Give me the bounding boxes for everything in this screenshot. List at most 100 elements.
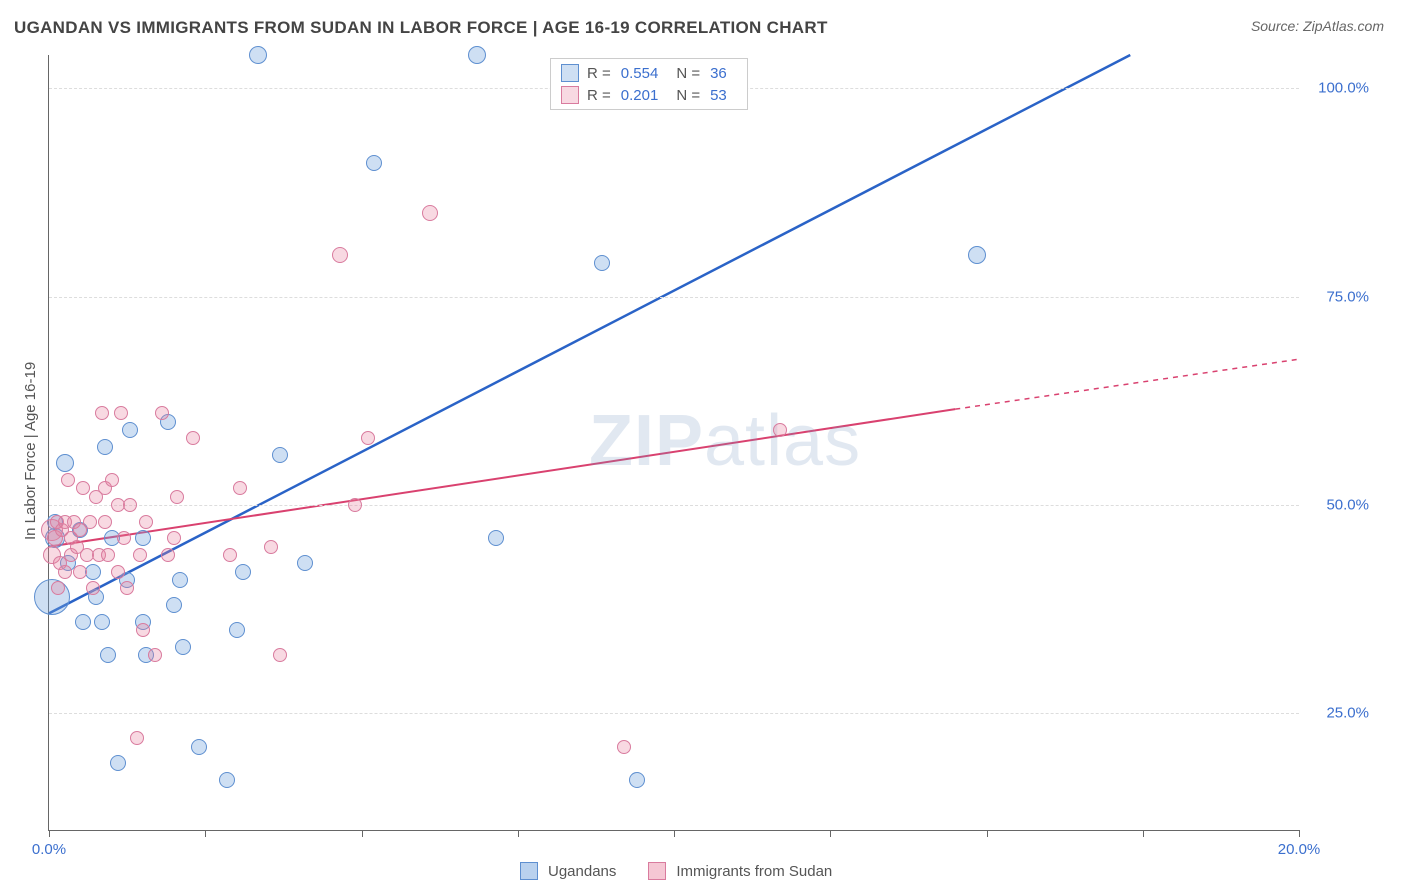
legend-series-label: Immigrants from Sudan xyxy=(676,863,832,880)
legend-swatch xyxy=(561,64,579,82)
gridline xyxy=(49,713,1299,714)
data-point xyxy=(594,255,610,271)
y-tick-label: 50.0% xyxy=(1309,497,1369,514)
x-tick-mark xyxy=(49,830,50,837)
legend-n-value: 36 xyxy=(710,65,727,82)
data-point xyxy=(249,46,267,64)
data-point xyxy=(61,473,75,487)
legend-swatch xyxy=(520,862,538,880)
data-point xyxy=(136,623,150,637)
series-legend: Ugandans Immigrants from Sudan xyxy=(520,862,854,880)
legend-n-label: N = xyxy=(676,87,700,104)
data-point xyxy=(95,406,109,420)
x-tick-mark xyxy=(1143,830,1144,837)
legend-r-value: 0.554 xyxy=(621,65,659,82)
data-point xyxy=(94,614,110,630)
data-point xyxy=(122,422,138,438)
source-attribution: Source: ZipAtlas.com xyxy=(1251,18,1384,34)
data-point xyxy=(422,205,438,221)
gridline xyxy=(49,505,1299,506)
data-point xyxy=(130,731,144,745)
data-point xyxy=(111,565,125,579)
data-point xyxy=(56,454,74,472)
data-point xyxy=(191,739,207,755)
data-point xyxy=(223,548,237,562)
data-point xyxy=(229,622,245,638)
data-point xyxy=(101,548,115,562)
trend-line xyxy=(49,409,955,546)
data-point xyxy=(76,481,90,495)
data-point xyxy=(233,481,247,495)
trend-line xyxy=(955,359,1299,409)
data-point xyxy=(139,515,153,529)
legend-row: R = 0.554 N = 36 xyxy=(561,62,737,84)
x-tick-mark xyxy=(362,830,363,837)
data-point xyxy=(219,772,235,788)
data-point xyxy=(272,447,288,463)
data-point xyxy=(51,581,65,595)
data-point xyxy=(155,406,169,420)
data-point xyxy=(166,597,182,613)
data-point xyxy=(297,555,313,571)
legend-series-label: Ugandans xyxy=(548,863,616,880)
data-point xyxy=(120,581,134,595)
gridline xyxy=(49,297,1299,298)
legend-row: R = 0.201 N = 53 xyxy=(561,84,737,106)
y-tick-label: 25.0% xyxy=(1309,705,1369,722)
legend-r-label: R = xyxy=(587,87,611,104)
data-point xyxy=(161,548,175,562)
data-point xyxy=(97,439,113,455)
x-tick-mark xyxy=(987,830,988,837)
data-point xyxy=(175,639,191,655)
data-point xyxy=(117,531,131,545)
y-tick-label: 100.0% xyxy=(1309,80,1369,97)
data-point xyxy=(73,565,87,579)
data-point xyxy=(773,423,787,437)
x-tick-mark xyxy=(674,830,675,837)
data-point xyxy=(617,740,631,754)
data-point xyxy=(348,498,362,512)
data-point xyxy=(488,530,504,546)
data-point xyxy=(273,648,287,662)
data-point xyxy=(366,155,382,171)
data-point xyxy=(148,648,162,662)
trend-line xyxy=(49,55,1130,613)
x-tick-mark xyxy=(205,830,206,837)
data-point xyxy=(172,572,188,588)
data-point xyxy=(332,247,348,263)
chart-title: UGANDAN VS IMMIGRANTS FROM SUDAN IN LABO… xyxy=(14,18,828,38)
x-tick-label: 20.0% xyxy=(1278,841,1321,858)
legend-swatch xyxy=(561,86,579,104)
x-tick-mark xyxy=(1299,830,1300,837)
x-tick-label: 0.0% xyxy=(32,841,66,858)
data-point xyxy=(86,581,100,595)
legend-swatch xyxy=(648,862,666,880)
data-point xyxy=(110,755,126,771)
data-point xyxy=(629,772,645,788)
data-point xyxy=(235,564,251,580)
plot-area: ZIPatlas 25.0%50.0%75.0%100.0%0.0%20.0% xyxy=(48,55,1299,831)
data-point xyxy=(186,431,200,445)
correlation-legend: R = 0.554 N = 36 R = 0.201 N = 53 xyxy=(550,58,748,110)
data-point xyxy=(135,530,151,546)
x-tick-mark xyxy=(830,830,831,837)
data-point xyxy=(264,540,278,554)
legend-r-label: R = xyxy=(587,65,611,82)
data-point xyxy=(968,246,986,264)
data-point xyxy=(133,548,147,562)
data-point xyxy=(468,46,486,64)
x-tick-mark xyxy=(518,830,519,837)
data-point xyxy=(167,531,181,545)
data-point xyxy=(170,490,184,504)
y-axis-label: In Labor Force | Age 16-19 xyxy=(22,362,39,540)
y-tick-label: 75.0% xyxy=(1309,288,1369,305)
data-point xyxy=(114,406,128,420)
data-point xyxy=(98,515,112,529)
legend-n-label: N = xyxy=(676,65,700,82)
data-point xyxy=(361,431,375,445)
data-point xyxy=(100,647,116,663)
data-point xyxy=(58,565,72,579)
legend-r-value: 0.201 xyxy=(621,87,659,104)
data-point xyxy=(75,614,91,630)
legend-n-value: 53 xyxy=(710,87,727,104)
